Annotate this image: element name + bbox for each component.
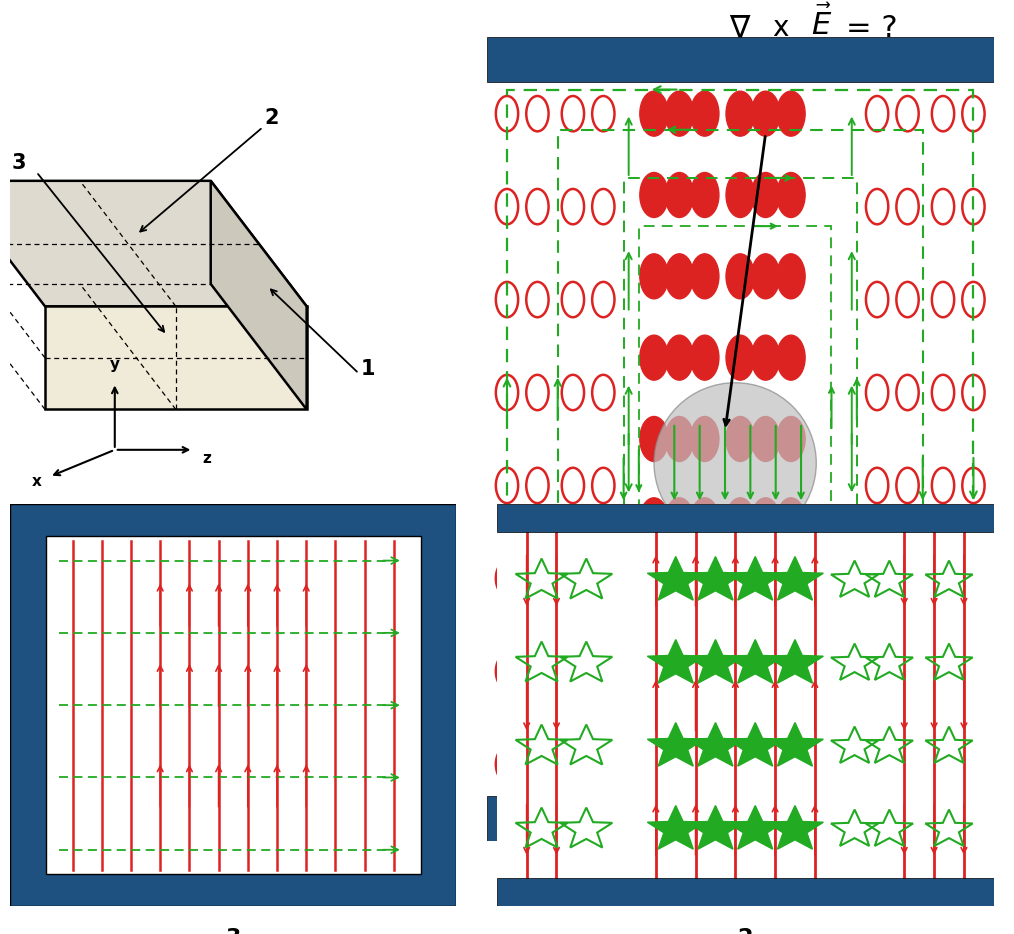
Circle shape (751, 335, 780, 380)
Circle shape (640, 498, 668, 543)
Text: $\vec{E}$: $\vec{E}$ (811, 6, 831, 41)
Circle shape (691, 254, 719, 299)
Circle shape (640, 92, 668, 136)
Polygon shape (687, 557, 744, 601)
Circle shape (726, 742, 754, 786)
Polygon shape (687, 723, 744, 766)
Text: = ?: = ? (847, 13, 897, 43)
Circle shape (665, 417, 694, 461)
Polygon shape (727, 805, 784, 849)
Circle shape (777, 498, 805, 543)
Circle shape (665, 498, 694, 543)
Circle shape (665, 173, 694, 218)
Circle shape (665, 335, 694, 380)
Polygon shape (45, 306, 306, 409)
Polygon shape (687, 640, 744, 683)
Ellipse shape (654, 383, 816, 544)
Circle shape (640, 335, 668, 380)
Circle shape (665, 660, 694, 705)
Text: 3: 3 (225, 928, 241, 934)
Polygon shape (0, 181, 306, 306)
Circle shape (777, 579, 805, 624)
Bar (558, 130, 923, 748)
Circle shape (665, 92, 694, 136)
Polygon shape (647, 640, 704, 683)
Circle shape (665, 254, 694, 299)
Circle shape (751, 254, 780, 299)
Circle shape (751, 173, 780, 218)
Polygon shape (767, 640, 823, 683)
Text: 2: 2 (737, 928, 753, 934)
Polygon shape (767, 557, 823, 601)
Text: 1: 1 (360, 359, 375, 379)
Polygon shape (211, 181, 306, 409)
Circle shape (640, 417, 668, 461)
Circle shape (777, 742, 805, 786)
Text: x: x (31, 474, 42, 488)
Circle shape (691, 335, 719, 380)
Circle shape (726, 660, 754, 705)
Text: z: z (202, 451, 211, 466)
Circle shape (777, 254, 805, 299)
Bar (487, 797, 994, 841)
Circle shape (751, 660, 780, 705)
Circle shape (691, 742, 719, 786)
Circle shape (640, 660, 668, 705)
Polygon shape (647, 805, 704, 849)
Bar (624, 178, 857, 700)
Text: $\nabla$: $\nabla$ (729, 12, 751, 44)
Circle shape (726, 173, 754, 218)
Circle shape (777, 660, 805, 705)
Circle shape (751, 742, 780, 786)
Bar (639, 226, 831, 652)
Bar (487, 37, 994, 81)
Circle shape (777, 92, 805, 136)
Circle shape (777, 417, 805, 461)
Circle shape (751, 579, 780, 624)
Text: x: x (773, 14, 789, 42)
Bar (497, 878, 994, 906)
Polygon shape (727, 640, 784, 683)
Circle shape (726, 498, 754, 543)
Circle shape (691, 660, 719, 705)
Text: 2: 2 (265, 108, 279, 128)
Circle shape (726, 579, 754, 624)
Bar (497, 504, 994, 532)
Circle shape (640, 173, 668, 218)
Circle shape (640, 254, 668, 299)
Circle shape (777, 335, 805, 380)
Circle shape (640, 579, 668, 624)
Bar (46, 536, 421, 874)
Circle shape (726, 92, 754, 136)
Circle shape (726, 335, 754, 380)
Polygon shape (647, 557, 704, 601)
Circle shape (691, 417, 719, 461)
Circle shape (665, 742, 694, 786)
Text: y: y (110, 357, 120, 372)
Circle shape (691, 579, 719, 624)
Circle shape (726, 417, 754, 461)
Circle shape (751, 417, 780, 461)
Polygon shape (767, 805, 823, 849)
Circle shape (726, 254, 754, 299)
Circle shape (691, 498, 719, 543)
Text: 1: 1 (732, 863, 748, 883)
Polygon shape (767, 723, 823, 766)
Circle shape (751, 92, 780, 136)
Polygon shape (727, 557, 784, 601)
Bar (507, 90, 973, 788)
Polygon shape (727, 723, 784, 766)
Circle shape (691, 173, 719, 218)
Circle shape (777, 173, 805, 218)
Circle shape (691, 92, 719, 136)
Text: 3: 3 (11, 153, 26, 173)
Polygon shape (647, 723, 704, 766)
Circle shape (665, 579, 694, 624)
Polygon shape (687, 805, 744, 849)
Circle shape (640, 742, 668, 786)
Circle shape (751, 498, 780, 543)
